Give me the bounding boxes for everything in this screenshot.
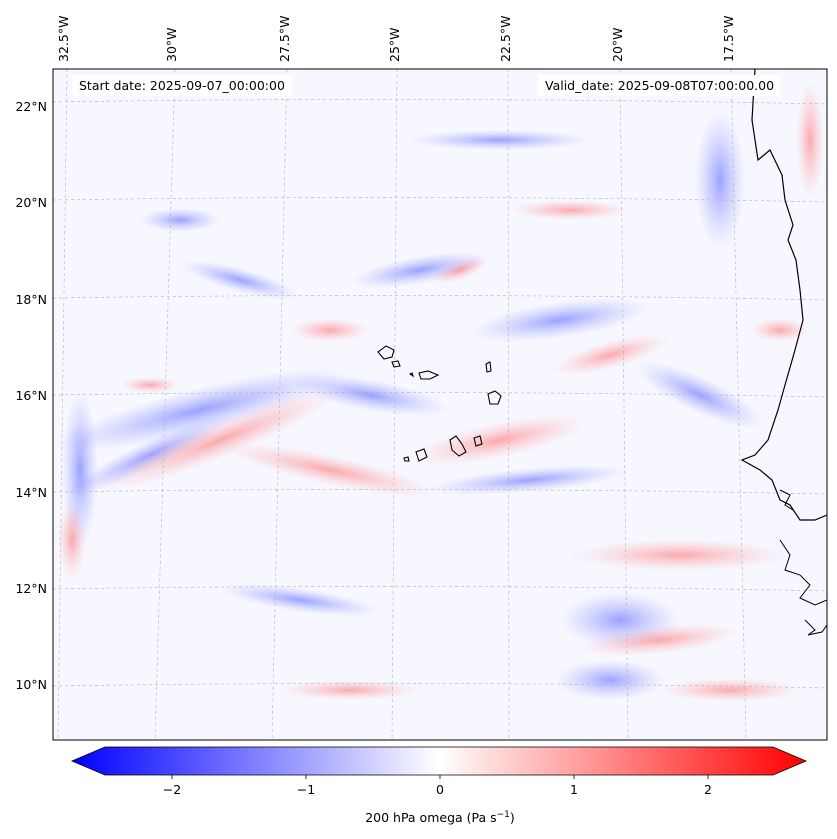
colorbar-title-main: 200 hPa omega (Pa s [365, 810, 496, 825]
lon-label: 32.5°W [56, 16, 71, 62]
colorbar-tick-label: −2 [163, 782, 181, 797]
colorbar-tick-label: 0 [436, 782, 444, 797]
lat-label: 10°N [15, 677, 47, 692]
latitude-labels: 22°N 20°N 18°N 16°N 14°N 12°N 10°N [15, 99, 47, 692]
lon-label: 17.5°W [721, 16, 736, 62]
colorbar-title-close: ) [510, 810, 515, 825]
colorbar-ticks [171, 775, 709, 779]
longitude-labels: 32.5°W 30°W 27.5°W 25°W 22.5°W 20°W 17.5… [56, 16, 736, 62]
graticule [53, 69, 827, 740]
colorbar-title-exponent: −1 [497, 810, 510, 820]
lon-label: 30°W [164, 27, 179, 62]
omega-field [53, 69, 827, 740]
map-frame [52, 68, 828, 741]
africa-coastline [740, 69, 827, 521]
colorbar-tick-label: −1 [297, 782, 315, 797]
lat-label: 18°N [15, 292, 47, 307]
cape-verde-islands [377, 345, 502, 462]
lon-label: 25°W [387, 27, 402, 62]
lat-label: 14°N [15, 485, 47, 500]
lat-label: 12°N [15, 581, 47, 596]
colorbar-title: 200 hPa omega (Pa s−1) [365, 810, 515, 825]
lat-label: 16°N [15, 388, 47, 403]
lon-label: 22.5°W [498, 16, 513, 62]
valid-date-label: Valid_date: 2025-09-08T07:00:00.00 [538, 75, 782, 96]
lat-label: 20°N [15, 195, 47, 210]
colorbar: −2 −1 0 1 2 200 hPa omega (Pa s−1) [70, 746, 808, 825]
colorbar-tick-label: 2 [704, 782, 712, 797]
start-date-label: Start date: 2025-09-07_00:00:00 [72, 75, 292, 96]
lon-label: 20°W [610, 27, 625, 62]
lon-label: 27.5°W [277, 16, 292, 62]
lat-label: 22°N [15, 99, 47, 114]
colorbar-tick-label: 1 [570, 782, 578, 797]
